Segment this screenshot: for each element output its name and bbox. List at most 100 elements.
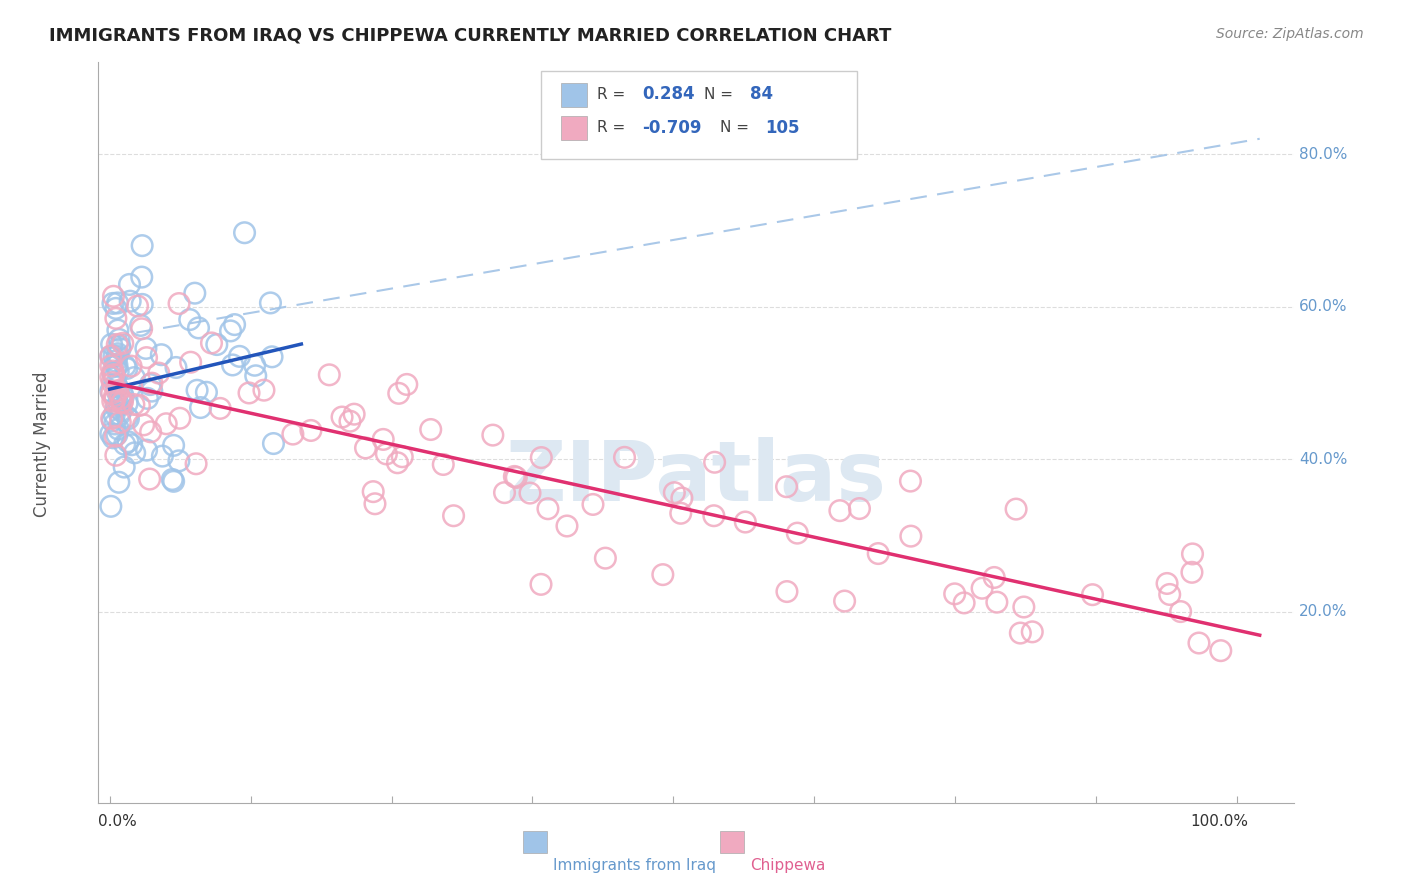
Point	[259, 296, 281, 310]
Point	[419, 423, 441, 437]
Point	[107, 386, 129, 401]
Point	[108, 333, 131, 347]
Point	[943, 587, 966, 601]
Point	[651, 567, 673, 582]
Point	[100, 359, 122, 373]
Point	[101, 366, 124, 380]
Point	[354, 441, 377, 455]
Point	[834, 594, 856, 608]
Point	[105, 401, 128, 415]
Point	[1159, 587, 1181, 601]
Point	[131, 270, 153, 285]
Point	[100, 426, 122, 441]
Point	[141, 376, 163, 391]
Point	[121, 438, 143, 452]
Point	[100, 500, 122, 514]
Point	[205, 337, 228, 351]
Point	[443, 508, 465, 523]
Point	[184, 457, 207, 471]
Point	[124, 446, 146, 460]
Point	[387, 456, 409, 470]
Point	[132, 417, 155, 432]
Point	[114, 437, 136, 451]
Point	[111, 396, 134, 410]
Point	[112, 460, 135, 475]
Point	[299, 424, 322, 438]
Point	[162, 475, 184, 489]
Point	[1181, 547, 1204, 561]
Point	[117, 411, 139, 425]
Point	[953, 596, 976, 610]
Text: 20.0%: 20.0%	[1299, 605, 1347, 619]
Point	[595, 551, 617, 566]
Point	[734, 515, 756, 529]
Point	[108, 475, 131, 490]
Text: R =: R =	[596, 120, 630, 135]
Point	[828, 503, 851, 517]
Point	[107, 365, 129, 379]
Point	[1010, 626, 1032, 640]
Point	[263, 436, 285, 450]
Point	[131, 322, 153, 336]
Point	[900, 474, 922, 488]
Point	[190, 401, 212, 415]
Bar	[561, 83, 588, 107]
Point	[537, 501, 560, 516]
Point	[986, 595, 1008, 609]
Point	[582, 498, 605, 512]
Text: Currently Married: Currently Married	[34, 371, 51, 516]
Point	[703, 455, 725, 469]
Point	[100, 337, 122, 351]
Point	[260, 350, 283, 364]
Point	[115, 409, 138, 424]
Point	[104, 417, 127, 431]
Text: 84: 84	[749, 86, 773, 103]
Point	[131, 238, 153, 252]
Point	[105, 359, 128, 373]
Point	[122, 397, 145, 411]
Point	[108, 339, 131, 353]
Point	[103, 408, 125, 422]
Point	[613, 450, 636, 465]
Point	[703, 508, 725, 523]
Point	[395, 377, 418, 392]
Point	[238, 386, 260, 401]
Point	[100, 411, 122, 425]
Point	[110, 403, 132, 417]
Point	[318, 368, 340, 382]
Point	[139, 377, 162, 392]
Point	[200, 336, 222, 351]
Point	[245, 368, 267, 383]
Point	[669, 506, 692, 520]
Point	[868, 547, 890, 561]
Point	[104, 354, 127, 368]
Point	[139, 425, 162, 439]
Point	[186, 384, 208, 398]
Point	[104, 392, 127, 407]
Point	[141, 384, 163, 398]
Point	[152, 449, 174, 463]
Point	[361, 484, 384, 499]
Point	[391, 450, 413, 464]
Point	[180, 355, 202, 369]
Point	[219, 324, 242, 338]
Point	[103, 368, 125, 382]
Point	[108, 399, 131, 413]
Point	[120, 359, 142, 373]
Point	[330, 410, 353, 425]
Point	[1209, 643, 1232, 657]
Point	[187, 321, 209, 335]
Text: 0.284: 0.284	[643, 86, 695, 103]
Point	[253, 383, 276, 397]
Text: Source: ZipAtlas.com: Source: ZipAtlas.com	[1216, 27, 1364, 41]
Point	[530, 577, 553, 591]
Point	[100, 370, 122, 384]
Point	[118, 277, 141, 292]
Point	[375, 447, 398, 461]
Point	[1012, 599, 1035, 614]
Text: Immigrants from Iraq: Immigrants from Iraq	[553, 858, 716, 873]
Point	[148, 366, 170, 380]
Point	[848, 501, 870, 516]
Point	[179, 312, 201, 326]
Point	[111, 394, 134, 409]
